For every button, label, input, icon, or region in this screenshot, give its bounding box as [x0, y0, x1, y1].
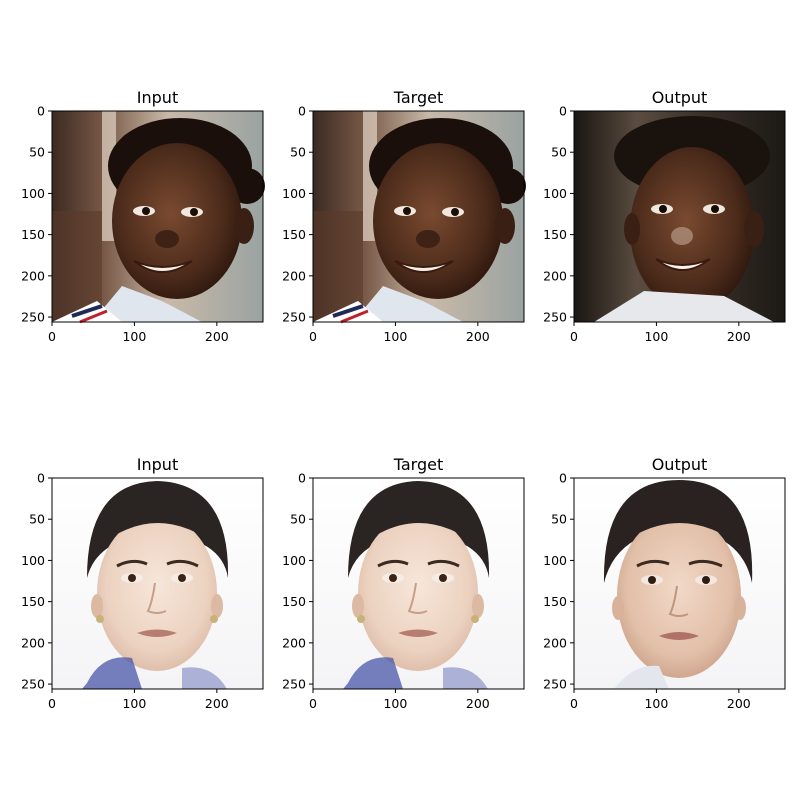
y-tick-label: 50	[29, 512, 45, 527]
panel-image	[311, 109, 528, 324]
x-tick-label: 200	[727, 329, 751, 344]
panel-image	[573, 110, 786, 323]
x-tick-label: 200	[466, 696, 490, 711]
panel-image	[311, 476, 526, 691]
axes-frame	[51, 477, 264, 690]
x-tick-label: 200	[205, 329, 229, 344]
y-tick-label: 250	[543, 310, 567, 325]
panel-title: Output	[652, 88, 708, 107]
axes-frame	[312, 110, 525, 323]
x-tick-label: 0	[570, 696, 578, 711]
y-tick-label: 250	[21, 677, 45, 692]
y-tick-label: 50	[290, 145, 306, 160]
axes-frame	[573, 477, 786, 690]
y-tick-label: 150	[21, 227, 45, 242]
x-tick-label: 0	[309, 329, 317, 344]
panel-title: Output	[652, 455, 708, 474]
x-tick-label: 100	[383, 329, 407, 344]
y-tick-label: 250	[282, 677, 306, 692]
y-tick-label: 100	[282, 553, 306, 568]
x-tick-label: 100	[644, 696, 668, 711]
x-tick-label: 100	[122, 696, 146, 711]
panel-image	[50, 476, 265, 691]
x-tick-label: 0	[48, 329, 56, 344]
y-tick-label: 100	[543, 553, 567, 568]
y-tick-label: 0	[298, 471, 306, 486]
x-tick-label: 200	[466, 329, 490, 344]
x-tick-label: 100	[644, 329, 668, 344]
y-tick-label: 150	[21, 594, 45, 609]
y-tick-label: 150	[282, 227, 306, 242]
y-tick-label: 0	[559, 104, 567, 119]
y-tick-label: 200	[282, 268, 306, 283]
y-tick-label: 50	[290, 512, 306, 527]
y-tick-label: 250	[282, 310, 306, 325]
y-tick-label: 250	[21, 310, 45, 325]
y-tick-label: 0	[37, 471, 45, 486]
axes-frame	[312, 477, 525, 690]
panel-image	[50, 109, 267, 324]
y-tick-label: 50	[551, 512, 567, 527]
panel-title: Target	[393, 88, 444, 107]
x-tick-label: 200	[727, 696, 751, 711]
x-tick-label: 100	[122, 329, 146, 344]
x-tick-label: 100	[383, 696, 407, 711]
y-tick-label: 50	[29, 145, 45, 160]
panel-title: Target	[393, 455, 444, 474]
y-tick-label: 200	[21, 268, 45, 283]
y-tick-label: 100	[21, 186, 45, 201]
y-tick-label: 50	[551, 145, 567, 160]
y-tick-label: 150	[543, 227, 567, 242]
y-tick-label: 150	[282, 594, 306, 609]
panel-image	[572, 476, 787, 691]
y-tick-label: 100	[21, 553, 45, 568]
y-tick-label: 100	[282, 186, 306, 201]
y-tick-label: 200	[543, 635, 567, 650]
y-tick-label: 200	[21, 635, 45, 650]
panel-title: Input	[137, 88, 178, 107]
y-tick-label: 200	[282, 635, 306, 650]
axes-frame	[51, 110, 264, 323]
y-tick-label: 200	[543, 268, 567, 283]
x-tick-label: 0	[48, 696, 56, 711]
y-tick-label: 0	[298, 104, 306, 119]
y-tick-label: 250	[543, 677, 567, 692]
x-tick-label: 0	[570, 329, 578, 344]
axes-frame	[573, 110, 786, 323]
y-tick-label: 0	[559, 471, 567, 486]
x-tick-label: 0	[309, 696, 317, 711]
y-tick-label: 0	[37, 104, 45, 119]
y-tick-label: 150	[543, 594, 567, 609]
panel-title: Input	[137, 455, 178, 474]
x-tick-label: 200	[205, 696, 229, 711]
y-tick-label: 100	[543, 186, 567, 201]
